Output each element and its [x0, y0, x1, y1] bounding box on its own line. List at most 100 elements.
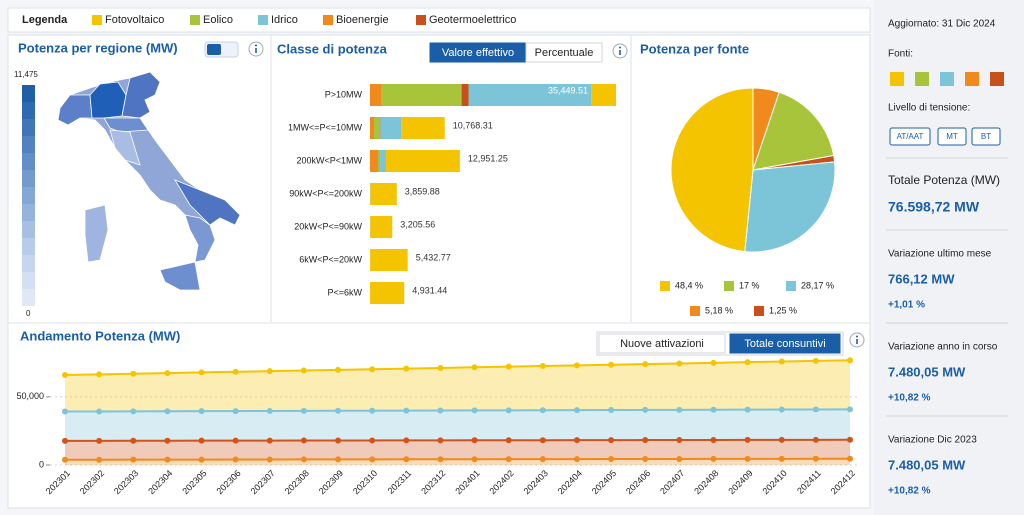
voltage-button-label[interactable]: AT/AAT: [897, 132, 924, 141]
bar-segment: [370, 183, 397, 205]
point: [130, 437, 137, 444]
voltage-button-label[interactable]: MT: [946, 132, 958, 141]
point: [505, 456, 512, 463]
point: [96, 408, 103, 415]
panel-title: Potenza per fonte: [640, 41, 749, 56]
total-label: Totale Potenza (MW): [888, 173, 1000, 187]
point: [744, 406, 751, 413]
legend-swatch: [416, 15, 426, 25]
bar-segment: [370, 84, 382, 106]
bar-segment: [377, 150, 380, 172]
source-swatch[interactable]: [940, 72, 954, 86]
total-value: 76.598,72 MW: [888, 199, 980, 215]
point: [96, 456, 103, 463]
info-icon-dot[interactable]: [856, 335, 858, 338]
point: [403, 456, 410, 463]
legend-label: Geotermoelettrico: [429, 14, 516, 26]
source-swatch[interactable]: [990, 72, 1004, 86]
source-swatch[interactable]: [965, 72, 979, 86]
point: [300, 456, 307, 463]
bar-segment: [374, 117, 380, 139]
total-label: 4,931.44: [412, 285, 447, 295]
pie-legend-label: 28,17 %: [801, 280, 834, 290]
point: [266, 368, 273, 375]
legend-swatch: [190, 15, 200, 25]
point: [403, 407, 410, 414]
source-swatch[interactable]: [890, 72, 904, 86]
scale-step: [22, 289, 35, 306]
total-label: 12,951.25: [468, 153, 508, 163]
point: [232, 408, 239, 415]
point: [710, 436, 717, 443]
toggle-label[interactable]: Totale consuntivi: [744, 338, 825, 350]
bar-segment: [468, 84, 592, 106]
toggle-label[interactable]: Nuove attivazioni: [620, 338, 704, 350]
voltage-button[interactable]: [889, 127, 931, 146]
point: [778, 406, 785, 413]
point: [335, 456, 342, 463]
panel-title: Andamento Potenza (MW): [20, 328, 180, 343]
info-icon-dot[interactable]: [619, 46, 621, 49]
updated: Aggiornato: 31 Dic 2024: [888, 19, 996, 30]
point: [539, 456, 546, 463]
voltage-button-label[interactable]: BT: [981, 132, 991, 141]
point: [437, 456, 444, 463]
point: [437, 407, 444, 414]
pie-legend-swatch: [786, 281, 796, 291]
toggle-label[interactable]: Percentuale: [535, 47, 594, 59]
toggle-label[interactable]: Valore effettivo: [442, 47, 514, 59]
scale-max: 11,475: [14, 70, 38, 79]
scale-step: [22, 153, 35, 170]
voltage-button[interactable]: [971, 127, 1001, 146]
pie-legend-swatch: [690, 306, 700, 316]
pie-legend-label: 17 %: [739, 280, 760, 290]
point: [710, 359, 717, 366]
region: [103, 117, 149, 133]
point: [812, 357, 819, 364]
point: [847, 455, 853, 462]
toggle-button[interactable]: [525, 42, 603, 63]
point: [266, 407, 273, 414]
legend-label: Eolico: [203, 14, 233, 26]
category-label: P<=6kW: [327, 287, 362, 297]
point: [300, 407, 307, 414]
source-swatch[interactable]: [915, 72, 929, 86]
bar-segment: [370, 117, 375, 139]
point: [198, 369, 205, 376]
point: [608, 456, 615, 463]
point: [573, 437, 580, 444]
point: [710, 406, 717, 413]
category-label: P>10MW: [325, 89, 363, 99]
point: [471, 407, 478, 414]
point: [573, 456, 580, 463]
point: [198, 437, 205, 444]
point: [62, 456, 68, 463]
category-label: 1MW<=P<=10MW: [288, 122, 363, 132]
bar-segment: [380, 117, 402, 139]
pie-legend-label: 1,25 %: [769, 305, 797, 315]
toggle-button[interactable]: [729, 333, 841, 354]
voltage-button[interactable]: [937, 127, 967, 146]
total-label: 5,432.77: [416, 252, 451, 262]
legend-title: Legenda: [22, 14, 68, 26]
pie-slice: [752, 91, 835, 171]
switch-knob[interactable]: [207, 44, 221, 55]
point: [164, 437, 171, 444]
point: [676, 455, 683, 462]
toggle-button[interactable]: [598, 333, 726, 354]
point: [539, 407, 546, 414]
point: [130, 370, 137, 377]
region: [109, 129, 141, 166]
map-switch[interactable]: [204, 41, 239, 58]
point: [539, 363, 546, 370]
italy-map: [57, 71, 241, 291]
region: [159, 261, 201, 291]
info-icon-dot[interactable]: [255, 44, 257, 47]
bar-segment: [380, 150, 387, 172]
point: [505, 407, 512, 414]
category-label: 20kW<P<=90kW: [294, 221, 362, 231]
pie-legend-swatch: [724, 281, 734, 291]
bar-segment: [401, 117, 445, 139]
legend-label: Fotovoltaico: [105, 14, 164, 26]
